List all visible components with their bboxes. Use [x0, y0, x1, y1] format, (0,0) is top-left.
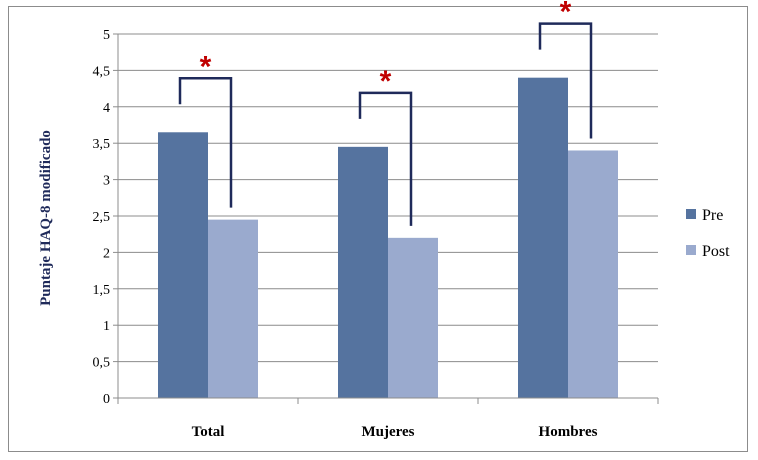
y-tick-label: 4	[103, 101, 110, 116]
significance-bracket	[538, 22, 593, 139]
legend-label-post: Post	[702, 243, 730, 260]
bar-post-hombres	[568, 150, 618, 398]
y-axis-label: Puntaje HAQ-8 modificado	[38, 130, 54, 306]
y-tick-label: 1,5	[93, 283, 111, 298]
y-tick-label: 4,5	[93, 64, 111, 79]
legend-swatch-post	[686, 245, 696, 255]
x-tick-label: Total	[192, 424, 225, 440]
significance-asterisk: *	[200, 50, 212, 83]
bar-pre-mujeres	[338, 146, 388, 398]
significance-asterisk: *	[380, 65, 392, 98]
y-tick-label: 2,5	[93, 210, 111, 225]
y-tick-label: 0,5	[93, 356, 111, 371]
bar-pre-total	[158, 132, 208, 398]
y-tick-label: 5	[103, 28, 110, 43]
legend-label-pre: Pre	[702, 207, 723, 224]
x-axis: Total Mujeres Hombres	[117, 397, 659, 440]
bar-pre-hombres	[518, 77, 568, 399]
bar-post-total	[208, 219, 258, 398]
significance-bracket	[178, 77, 233, 208]
significance-asterisk: *	[560, 0, 572, 29]
significance-bracket	[358, 91, 413, 226]
x-tick-label: Hombres	[539, 424, 598, 440]
bars	[158, 77, 618, 399]
y-tick-label: 2	[103, 246, 110, 261]
y-tick-label: 0	[103, 392, 110, 407]
x-tick-label: Mujeres	[361, 424, 414, 440]
significance-brackets: * * *	[178, 0, 593, 226]
legend: Pre Post	[686, 207, 730, 260]
y-axis-ticks: 0 0,5 1 1,5 2 2,5 3 3,5 4 4,5 5	[93, 28, 119, 407]
legend-swatch-pre	[686, 209, 696, 219]
y-tick-label: 3,5	[93, 137, 111, 152]
y-tick-label: 3	[103, 174, 110, 189]
y-tick-label: 1	[103, 319, 110, 334]
bar-post-mujeres	[388, 237, 438, 398]
